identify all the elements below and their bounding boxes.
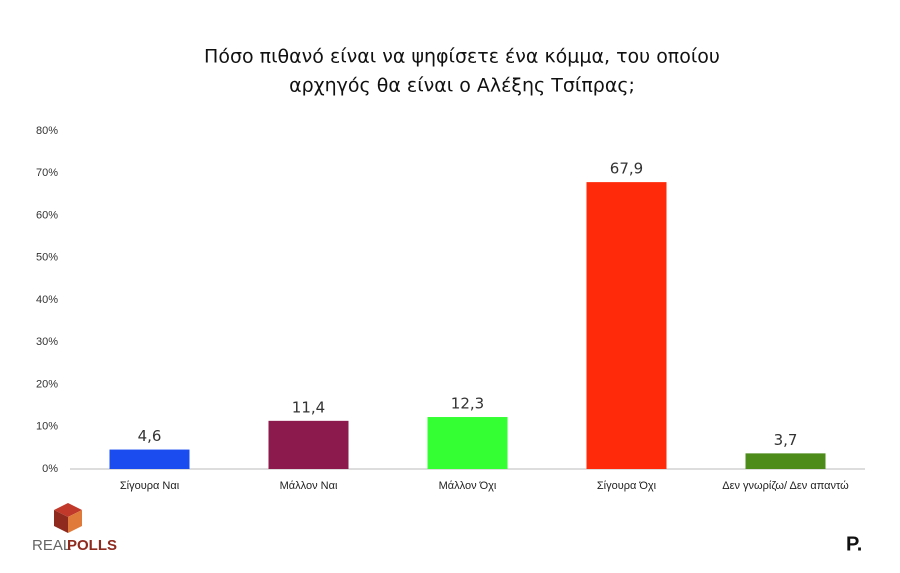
y-tick-label: 50% bbox=[36, 252, 58, 264]
chart-title: Πόσο πιθανό είναι να ψηφίσετε ένα κόμμα,… bbox=[204, 46, 720, 68]
x-tick-label: Δεν γνωρίζω/ Δεν απαντώ bbox=[722, 480, 849, 492]
x-tick-label: Μάλλον Όχι bbox=[439, 480, 497, 492]
y-tick-label: 20% bbox=[36, 378, 58, 390]
bar bbox=[427, 417, 508, 469]
logo-text: REAL bbox=[32, 537, 71, 554]
y-tick-label: 10% bbox=[36, 421, 58, 433]
y-tick-label: 80% bbox=[36, 125, 58, 137]
y-tick-label: 70% bbox=[36, 167, 58, 179]
bar bbox=[586, 182, 667, 469]
logo-left: REAL POLLS bbox=[32, 503, 117, 554]
y-tick-label: 0% bbox=[42, 463, 58, 475]
chart-title: αρχηγός θα είναι ο Αλέξης Τσίπρας; bbox=[289, 75, 635, 97]
value-label: 12,3 bbox=[451, 395, 484, 413]
value-label: 3,7 bbox=[774, 431, 798, 449]
y-tick-label: 30% bbox=[36, 336, 58, 348]
x-tick-label: Μάλλον Ναι bbox=[280, 480, 338, 492]
value-label: 4,6 bbox=[138, 427, 162, 445]
logo-right: P. bbox=[846, 533, 862, 555]
x-tick-label: Σίγουρα Ναι bbox=[120, 480, 180, 492]
bar bbox=[268, 420, 349, 469]
logo-text: POLLS bbox=[67, 537, 117, 554]
bar bbox=[109, 449, 190, 469]
bar bbox=[745, 453, 826, 469]
value-label: 67,9 bbox=[610, 160, 643, 178]
y-tick-label: 60% bbox=[36, 209, 58, 221]
x-tick-label: Σίγουρα Όχι bbox=[597, 480, 657, 492]
y-tick-label: 40% bbox=[36, 294, 58, 306]
value-label: 11,4 bbox=[292, 398, 325, 416]
